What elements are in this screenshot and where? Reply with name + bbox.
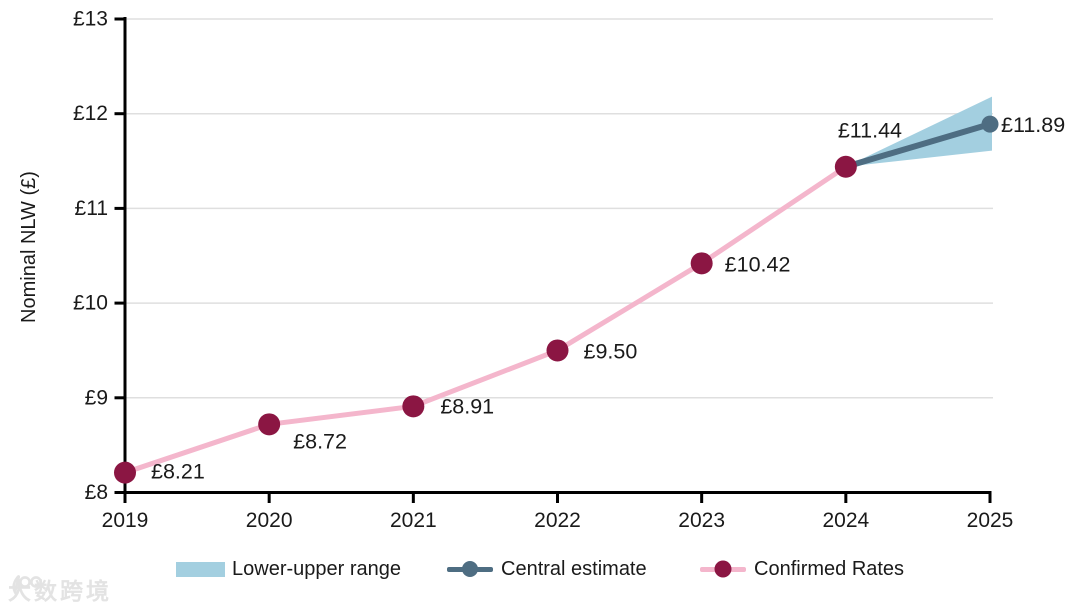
central-marker-2025 [981, 115, 999, 133]
confirmed-rates-swatch-icon [700, 560, 746, 578]
data-label-2024: £11.44 [838, 119, 902, 143]
central-estimate-line [842, 121, 993, 170]
x-tick-label: 2021 [390, 509, 437, 532]
y-tick-label: £13 [73, 8, 108, 31]
legend-item-central-estimate: Central estimate [447, 558, 647, 580]
central-estimate-dot-icon [462, 561, 478, 577]
y-tick-label: £11 [75, 197, 108, 220]
watermark: 大数跨境 [8, 572, 112, 606]
x-tick-label: 2023 [678, 509, 725, 532]
confirmed-marker-2021 [402, 395, 425, 418]
data-label-2020: £8.72 [293, 429, 347, 453]
watermark-text: 大数跨境 [8, 578, 112, 604]
data-label-2025: £11.89 [1001, 113, 1065, 137]
range-fan [845, 96, 992, 167]
confirmed-marker-2019 [114, 461, 136, 484]
legend-label-lower-upper-range: Lower-upper range [232, 557, 401, 580]
x-tick-label: 2022 [534, 509, 581, 532]
data-label-2022: £9.50 [584, 339, 638, 363]
y-tick-label: £9 [85, 386, 108, 409]
watermark-logo-icon [12, 575, 42, 596]
x-tick-label: 2019 [102, 509, 149, 532]
x-tick-label: 2020 [246, 509, 293, 532]
data-label-2021: £8.91 [440, 394, 494, 418]
x-tick-label: 2024 [822, 509, 869, 532]
y-tick-label: £8 [85, 481, 108, 504]
data-label-2023: £10.42 [725, 252, 791, 276]
legend-label-central-estimate: Central estimate [501, 557, 647, 580]
confirmed-marker-2024 [834, 155, 857, 178]
y-tick-label: £10 [73, 292, 108, 315]
legend-label-confirmed-rates: Confirmed Rates [754, 557, 905, 580]
confirmed-marker-2022 [546, 339, 569, 362]
confirmed-rates-line [122, 164, 849, 476]
data-label-2019: £8.21 [151, 460, 205, 484]
legend-item-lower-upper-range: Lower-upper range [176, 558, 401, 580]
confirmed-rates-dot-icon [714, 560, 732, 578]
confirmed-marker-2023 [690, 252, 713, 275]
confirmed-marker-2020 [258, 413, 281, 436]
legend-item-confirmed-rates: Confirmed Rates [700, 558, 904, 580]
y-axis-title: Nominal NLW (£) [18, 171, 40, 323]
x-tick-label: 2025 [967, 509, 1014, 532]
range-swatch-icon [176, 561, 225, 577]
central-estimate-swatch-icon [447, 561, 493, 577]
y-tick-label: £12 [73, 102, 108, 125]
